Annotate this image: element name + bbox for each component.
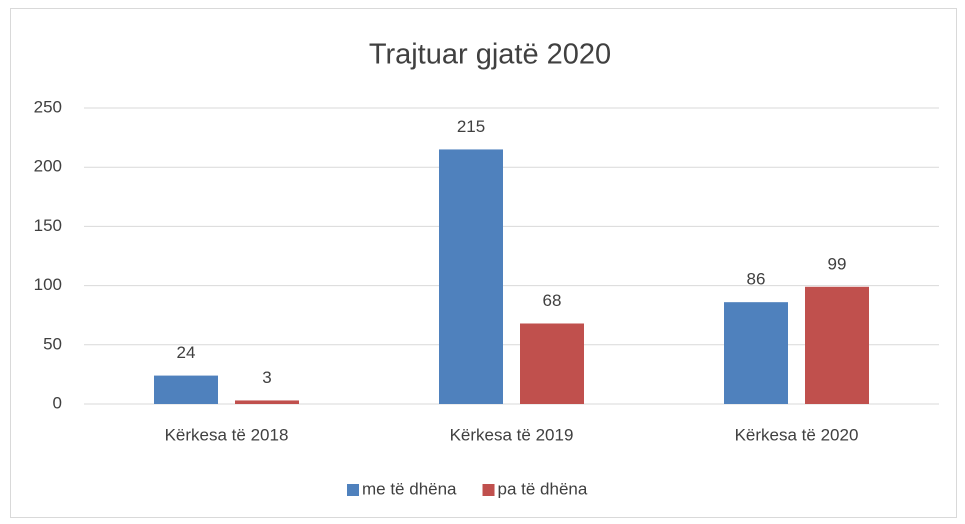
y-tick-label: 250 — [34, 97, 62, 116]
data-label: 3 — [262, 368, 271, 387]
y-tick-label: 50 — [43, 334, 62, 353]
legend-label: me të dhëna — [362, 479, 457, 498]
y-tick-label: 200 — [34, 157, 62, 176]
bar — [439, 149, 503, 404]
bar — [805, 286, 869, 404]
bar — [235, 400, 299, 404]
data-label: 215 — [457, 117, 485, 136]
data-label: 86 — [747, 270, 766, 289]
bar — [520, 323, 584, 404]
data-label: 24 — [177, 343, 196, 362]
chart-title: Trajtuar gjatë 2020 — [369, 39, 611, 71]
bar — [154, 375, 218, 404]
y-tick-label: 0 — [53, 393, 62, 412]
legend-swatch — [482, 484, 495, 496]
bar — [724, 302, 788, 404]
x-tick-label: Kërkesa të 2019 — [450, 425, 574, 444]
legend-swatch — [347, 484, 359, 496]
y-tick-label: 150 — [34, 216, 62, 235]
x-tick-label: Kërkesa të 2018 — [165, 425, 289, 444]
data-label: 68 — [543, 291, 562, 310]
x-tick-label: Kërkesa të 2020 — [735, 425, 859, 444]
data-label: 99 — [828, 254, 847, 273]
legend-label: pa të dhëna — [498, 479, 588, 498]
y-tick-label: 100 — [34, 275, 62, 294]
